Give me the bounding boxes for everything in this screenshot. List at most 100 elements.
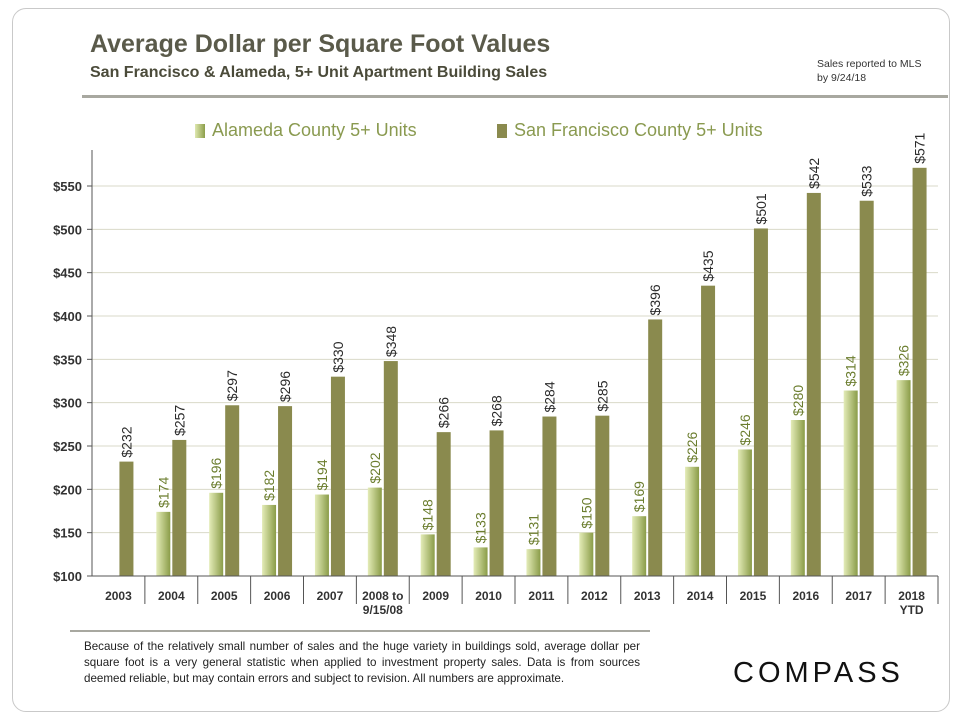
bar-alameda (526, 549, 541, 576)
data-label-sf: $285 (594, 380, 610, 411)
y-tick-label: $550 (53, 179, 82, 194)
data-label-sf: $268 (489, 395, 505, 426)
bar-sf (912, 167, 927, 577)
legend-swatch-alameda (195, 123, 205, 138)
x-tick-label: 2007 (317, 589, 344, 603)
y-tick-label: $200 (53, 482, 82, 497)
data-label-sf: $348 (383, 326, 399, 357)
x-tick-label: 9/15/08 (363, 603, 403, 617)
data-label-sf: $542 (806, 158, 822, 189)
bar-sf (119, 461, 134, 576)
slide-frame (12, 8, 950, 712)
bar-sf (172, 439, 187, 576)
x-tick-label: 2003 (105, 589, 132, 603)
data-label-alameda: $182 (261, 470, 277, 501)
legend-item-alameda: Alameda County 5+ Units (195, 120, 417, 141)
bar-alameda (473, 547, 488, 576)
data-label-alameda: $174 (155, 477, 171, 508)
bar-alameda (896, 380, 911, 576)
data-label-alameda: $246 (737, 414, 753, 445)
x-tick-label: 2018 (898, 589, 925, 603)
data-label-alameda: $131 (525, 514, 541, 545)
chart-title: Average Dollar per Square Foot Values (90, 30, 551, 58)
legend-item-sf: San Francisco County 5+ Units (497, 120, 763, 141)
bar-sf (542, 416, 557, 576)
data-label-sf: $257 (171, 405, 187, 436)
y-tick-label: $300 (53, 396, 82, 411)
x-tick-label: 2014 (687, 589, 714, 603)
y-tick-label: $500 (53, 222, 82, 237)
data-label-alameda: $202 (367, 452, 383, 483)
data-label-alameda: $150 (578, 497, 594, 528)
x-tick-label: 2004 (158, 589, 185, 603)
bar-sf (278, 406, 293, 576)
data-label-sf: $266 (436, 397, 452, 428)
data-label-alameda: $326 (896, 345, 912, 376)
x-tick-label: 2015 (740, 589, 767, 603)
bar-sf (701, 285, 716, 576)
y-tick-label: $400 (53, 309, 82, 324)
data-label-sf: $396 (647, 284, 663, 315)
x-tick-label: 2008 to (362, 589, 403, 603)
x-tick-label: 2011 (528, 589, 554, 603)
bar-alameda (843, 390, 858, 576)
bar-alameda (262, 504, 277, 576)
data-label-alameda: $314 (843, 355, 859, 386)
data-label-sf: $571 (912, 132, 928, 163)
data-label-alameda: $133 (473, 512, 489, 543)
x-tick-label: 2012 (581, 589, 608, 603)
y-tick-label: $350 (53, 352, 82, 367)
bar-sf (225, 405, 240, 576)
data-label-sf: $232 (118, 426, 134, 457)
x-tick-label: 2010 (475, 589, 502, 603)
legend-swatch-sf (497, 123, 507, 138)
bar-sf (806, 192, 821, 576)
data-label-alameda: $196 (208, 457, 224, 488)
bar-sf (595, 415, 610, 576)
bar-sf (859, 200, 874, 576)
data-label-sf: $533 (859, 165, 875, 196)
bar-alameda (579, 532, 594, 576)
data-label-alameda: $280 (790, 385, 806, 416)
x-tick-label: 2009 (422, 589, 449, 603)
x-tick-label: 2017 (845, 589, 872, 603)
x-tick-label: 2016 (792, 589, 819, 603)
bar-alameda (632, 516, 647, 576)
bar-sf (648, 319, 663, 576)
data-label-alameda: $148 (420, 499, 436, 530)
source-note: Sales reported to MLS by 9/24/18 (817, 57, 921, 85)
y-tick-label: $150 (53, 526, 82, 541)
bar-sf (436, 432, 451, 576)
bar-sf (753, 228, 768, 576)
chart-subtitle: San Francisco & Alameda, 5+ Unit Apartme… (90, 64, 548, 81)
y-tick-label: $250 (53, 439, 82, 454)
data-label-sf: $501 (753, 193, 769, 224)
bar-sf (330, 376, 345, 576)
source-note-line-2: by 9/24/18 (817, 72, 867, 84)
bar-alameda (314, 494, 329, 576)
bar-sf (383, 361, 398, 576)
x-tick-label: 2006 (264, 589, 291, 603)
y-tick-label: $450 (53, 266, 82, 281)
disclaimer-text: Because of the relatively small number o… (84, 640, 640, 685)
bars (119, 167, 927, 577)
bar-alameda (156, 511, 171, 576)
bar-sf (489, 430, 504, 576)
y-tick-label: $100 (53, 569, 82, 584)
compass-logo: COMPASS (733, 657, 904, 689)
legend-label-alameda: Alameda County 5+ Units (212, 120, 417, 140)
legend-label-sf: San Francisco County 5+ Units (514, 120, 763, 140)
data-label-sf: $296 (277, 371, 293, 402)
footnote-divider (70, 630, 650, 632)
data-label-alameda: $194 (314, 459, 330, 490)
bar-alameda (367, 487, 382, 576)
data-label-alameda: $226 (684, 431, 700, 462)
bar-alameda (790, 420, 805, 576)
bar-alameda (209, 492, 224, 576)
data-label-sf: $330 (330, 341, 346, 372)
data-label-sf: $284 (541, 381, 557, 412)
source-note-line-1: Sales reported to MLS (817, 58, 922, 70)
bar-alameda (685, 466, 700, 576)
x-tick-label: 2005 (211, 589, 238, 603)
